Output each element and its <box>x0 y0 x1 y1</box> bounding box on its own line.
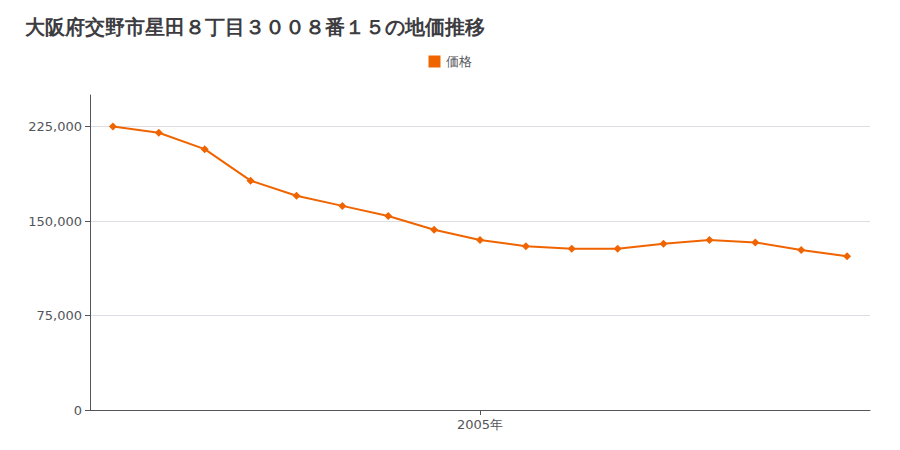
svg-text:75,000: 75,000 <box>37 308 83 323</box>
svg-text:150,000: 150,000 <box>28 214 82 229</box>
svg-text:大阪府交野市星田８丁目３００８番１５の地価推移: 大阪府交野市星田８丁目３００８番１５の地価推移 <box>25 15 485 39</box>
svg-text:225,000: 225,000 <box>28 119 82 134</box>
svg-text:価格: 価格 <box>446 54 472 69</box>
svg-text:2005年: 2005年 <box>457 417 503 432</box>
svg-text:0: 0 <box>74 403 82 418</box>
